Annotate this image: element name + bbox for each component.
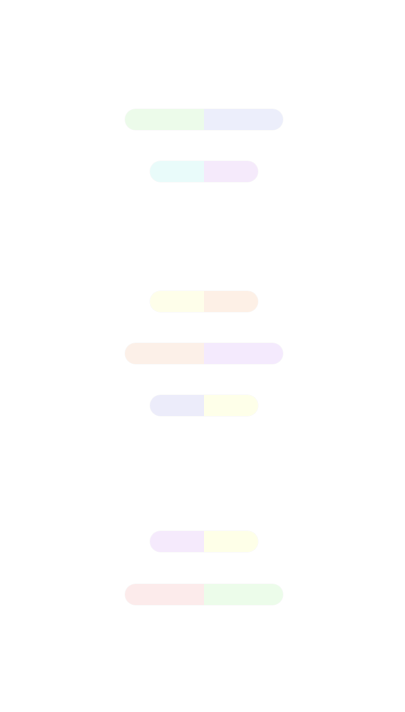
segmented-toggle-4[interactable]	[125, 343, 283, 364]
segment-right[interactable]	[204, 109, 283, 130]
segment-right[interactable]	[204, 531, 258, 552]
segment-right[interactable]	[204, 291, 258, 312]
segment-right[interactable]	[204, 161, 258, 182]
segment-left[interactable]	[150, 161, 204, 182]
segmented-toggle-6[interactable]	[150, 531, 258, 552]
segment-right[interactable]	[204, 584, 283, 605]
segment-left[interactable]	[125, 109, 204, 130]
segmented-toggle-2[interactable]	[150, 161, 258, 182]
segment-right[interactable]	[204, 395, 258, 416]
segmented-toggle-7[interactable]	[125, 584, 283, 605]
segmented-toggle-5[interactable]	[150, 395, 258, 416]
segment-left[interactable]	[150, 531, 204, 552]
segment-right[interactable]	[204, 343, 283, 364]
segment-left[interactable]	[125, 343, 204, 364]
segmented-toggle-3[interactable]	[150, 291, 258, 312]
segmented-toggle-1[interactable]	[125, 109, 283, 130]
segment-left[interactable]	[150, 395, 204, 416]
segment-left[interactable]	[125, 584, 204, 605]
segment-left[interactable]	[150, 291, 204, 312]
